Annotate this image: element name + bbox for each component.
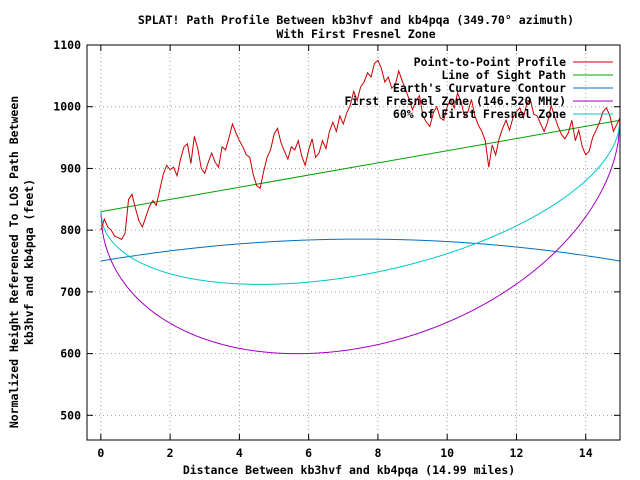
legend-label: Point-to-Point Profile [414, 55, 566, 69]
y-tick-label: 600 [60, 347, 81, 361]
y-tick-label: 900 [60, 161, 81, 175]
x-tick-label: 6 [305, 446, 312, 460]
y-axis-label-line1: Normalized Height Referenced To LOS Path… [7, 96, 21, 428]
grid-layer [87, 45, 620, 440]
legend-label: First Fresnel Zone (146.520 MHz) [344, 94, 566, 108]
x-tick-label: 8 [374, 446, 381, 460]
y-tick-label: 700 [60, 285, 81, 299]
fresnel-60-line [100, 120, 621, 285]
line-of-sight-line [100, 119, 621, 213]
terrain-profile-line [100, 59, 621, 241]
y-tick-label: 800 [60, 223, 81, 237]
earth-curvature-line [100, 238, 621, 262]
plot-frame [86, 44, 621, 441]
x-tick-label: 12 [510, 446, 524, 460]
x-tick-label: 14 [579, 446, 593, 460]
fresnel-zone-line [100, 120, 621, 355]
chart-title: SPLAT! Path Profile Between kb3hvf and k… [138, 13, 574, 27]
x-tick-label: 0 [97, 446, 104, 460]
y-axis-label-line2: kb3hvf and kb4pqa (feet) [22, 179, 36, 345]
y-tick-label: 500 [60, 408, 81, 422]
x-tick-label: 2 [167, 446, 174, 460]
legend-label: 60% of First Fresnel Zone [393, 107, 566, 121]
legend-label: Earth's Curvature Contour [393, 81, 566, 95]
x-tick-label: 10 [440, 446, 454, 460]
y-tick-label: 1000 [53, 100, 81, 114]
y-tick-label: 1100 [53, 38, 81, 52]
x-tick-label: 4 [236, 446, 243, 460]
tick-layer: 0 2 4 6 8 10 12 14 500 600 700 800 900 1000 1100 [53, 38, 620, 460]
series-layer [100, 59, 621, 355]
chart-subtitle: With First Fresnel Zone [276, 27, 435, 41]
x-axis-label: Distance Between kb3hvf and kb4pqa (14.9… [183, 463, 515, 477]
legend-label: Line of Sight Path [441, 68, 566, 82]
